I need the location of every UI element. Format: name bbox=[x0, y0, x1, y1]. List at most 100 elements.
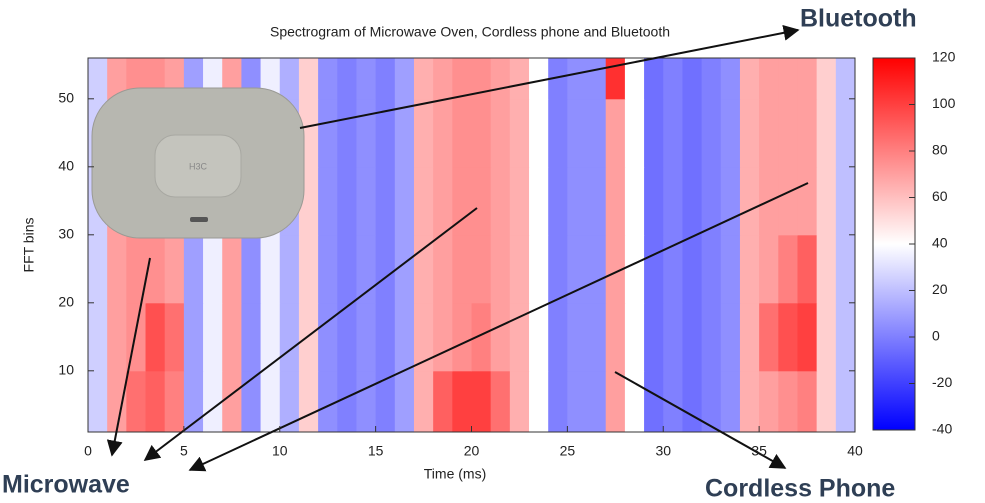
x-tick-label: 30 bbox=[655, 443, 671, 459]
heatmap-cell bbox=[375, 166, 396, 236]
heatmap-cell bbox=[778, 234, 798, 304]
heatmap-cell bbox=[605, 166, 626, 236]
chart-title: Spectrogram of Microwave Oven, Cordless … bbox=[270, 24, 670, 40]
heatmap-cell bbox=[279, 370, 300, 433]
heatmap-cell bbox=[567, 166, 588, 236]
heatmap-cell bbox=[337, 98, 357, 168]
colorbar-tick-label: 80 bbox=[932, 142, 948, 158]
heatmap-cell bbox=[203, 370, 223, 433]
heatmap-cell bbox=[145, 370, 166, 433]
heatmap-cell bbox=[433, 98, 453, 168]
device-label: H3C bbox=[189, 161, 208, 171]
heatmap-cell bbox=[797, 98, 818, 168]
heatmap-cell bbox=[778, 98, 798, 168]
heatmap-cell bbox=[337, 166, 357, 236]
colorbar-tick-label: -20 bbox=[932, 374, 952, 390]
heatmap-cell bbox=[471, 166, 492, 236]
colorbar-tick-label: 120 bbox=[932, 49, 956, 65]
heatmap-cell bbox=[490, 370, 511, 433]
heatmap-cell bbox=[413, 370, 434, 433]
heatmap-cell bbox=[567, 370, 588, 433]
heatmap-cell bbox=[529, 302, 549, 372]
heatmap-cell bbox=[183, 370, 204, 433]
heatmap-cell bbox=[663, 98, 683, 168]
heatmap-cell bbox=[107, 58, 127, 100]
annotation: Cordless Phone bbox=[705, 475, 895, 503]
heatmap-cell bbox=[644, 370, 664, 433]
heatmap-cell bbox=[586, 302, 607, 372]
heatmap-cell bbox=[586, 234, 607, 304]
heatmap-cell bbox=[529, 58, 549, 100]
heatmap-cell bbox=[337, 58, 357, 100]
heatmap-cell bbox=[298, 302, 319, 372]
x-axis-label: Time (ms) bbox=[424, 466, 486, 482]
heatmap-cell bbox=[433, 234, 453, 304]
heatmap-cell bbox=[413, 302, 434, 372]
heatmap-cell bbox=[682, 370, 703, 433]
heatmap-cell bbox=[164, 302, 185, 372]
heatmap-cell bbox=[413, 166, 434, 236]
heatmap-cell bbox=[835, 98, 856, 168]
heatmap-cell bbox=[471, 370, 492, 433]
heatmap-cell bbox=[739, 234, 760, 304]
heatmap-cell bbox=[816, 98, 837, 168]
heatmap-cell bbox=[394, 58, 415, 100]
heatmap-cell bbox=[394, 302, 415, 372]
heatmap-cell bbox=[356, 58, 377, 100]
heatmap-cell bbox=[452, 166, 472, 236]
annotation-arrows bbox=[106, 24, 809, 472]
heatmap-cell bbox=[586, 166, 607, 236]
heatmap-cell bbox=[490, 302, 511, 372]
heatmap-cell bbox=[548, 98, 568, 168]
heatmap-cell bbox=[816, 166, 837, 236]
x-tick-label: 35 bbox=[751, 443, 767, 459]
heatmap-cell bbox=[356, 370, 377, 433]
heatmap-cell bbox=[720, 370, 741, 433]
heatmap-cell bbox=[356, 234, 377, 304]
heatmap-cell bbox=[529, 166, 549, 236]
x-tick-label: 0 bbox=[84, 443, 92, 459]
heatmap-cell bbox=[318, 302, 338, 372]
heatmap-cell bbox=[490, 166, 511, 236]
heatmap-cell bbox=[663, 302, 683, 372]
heatmap-cell bbox=[471, 58, 492, 100]
heatmap-cell bbox=[318, 58, 338, 100]
heatmap-cell bbox=[433, 302, 453, 372]
heatmap-cell bbox=[759, 370, 779, 433]
heatmap-cell bbox=[644, 234, 664, 304]
heatmap-cell bbox=[624, 98, 645, 168]
device-image: H3C bbox=[91, 87, 305, 239]
heatmap-cell bbox=[720, 166, 741, 236]
annotation: Microwave bbox=[2, 471, 130, 499]
colorbar-tick-label: 40 bbox=[932, 235, 948, 251]
heatmap-cell bbox=[509, 234, 530, 304]
heatmap-cell bbox=[567, 302, 588, 372]
heatmap-cell bbox=[605, 234, 626, 304]
heatmap-cell bbox=[241, 370, 262, 433]
heatmap-cell bbox=[471, 234, 492, 304]
heatmap-cell bbox=[605, 58, 626, 100]
heatmap-cell bbox=[490, 234, 511, 304]
heatmap-cell bbox=[835, 234, 856, 304]
heatmap-cell bbox=[663, 166, 683, 236]
heatmap-cell bbox=[701, 370, 722, 433]
heatmap-cell bbox=[778, 58, 798, 100]
heatmap-cell bbox=[126, 370, 147, 433]
heatmap-cell bbox=[778, 302, 798, 372]
x-tick-label: 15 bbox=[368, 443, 384, 459]
heatmap-cell bbox=[375, 234, 396, 304]
heatmap-cell bbox=[337, 302, 357, 372]
heatmap-cell bbox=[739, 370, 760, 433]
heatmap-cell bbox=[778, 370, 798, 433]
heatmap-cell bbox=[298, 58, 319, 100]
heatmap-cell bbox=[318, 234, 338, 304]
y-tick-label: 20 bbox=[58, 294, 74, 310]
heatmap-cell bbox=[375, 370, 396, 433]
heatmap-cell bbox=[241, 302, 262, 372]
heatmap-cell bbox=[816, 234, 837, 304]
heatmap-cell bbox=[145, 302, 166, 372]
heatmap-cell bbox=[126, 234, 147, 304]
heatmap-cell bbox=[759, 302, 779, 372]
heatmap-cell bbox=[509, 370, 530, 433]
